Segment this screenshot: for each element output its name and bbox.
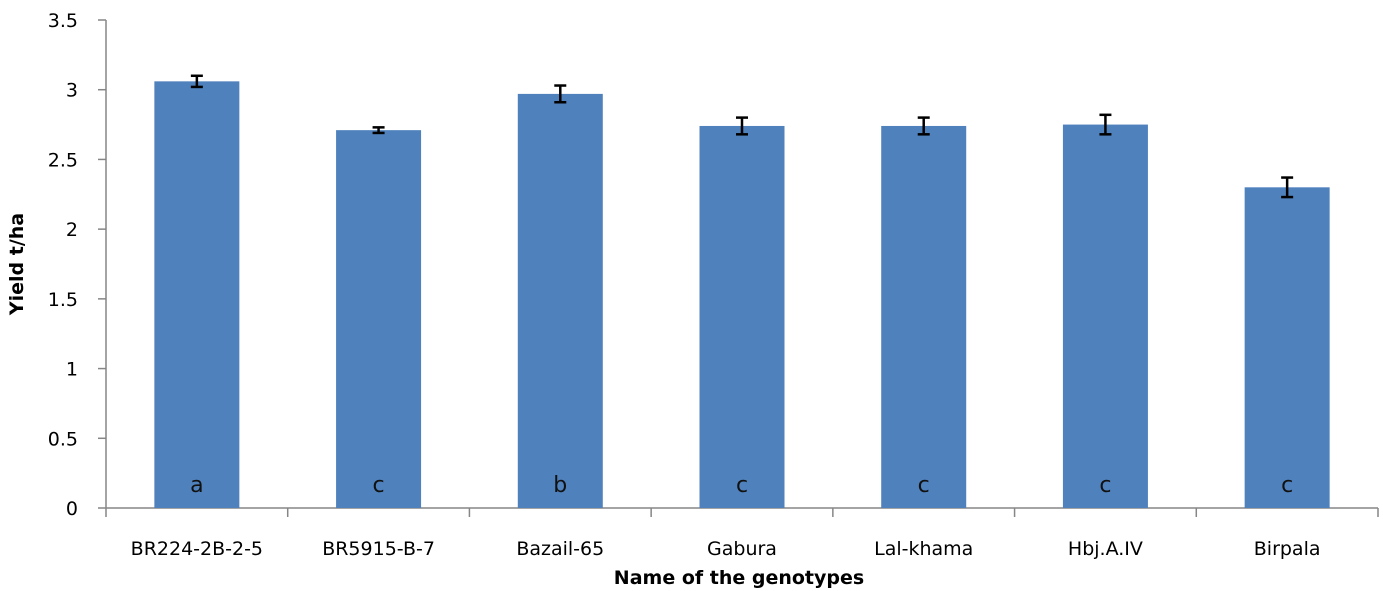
- y-tick-label: 1.5: [48, 289, 78, 311]
- error-bar: [1099, 113, 1112, 136]
- category-labels: BR224-2B-2-5 BR5915-B-7 Bazail-65 Gabura Lal…: [131, 538, 1321, 560]
- significance-letter: c: [1099, 473, 1111, 498]
- y-tick-label: 0.5: [48, 428, 78, 450]
- bar: [881, 125, 967, 509]
- y-tick-label: 3: [66, 80, 78, 102]
- category-label: Gabura: [707, 538, 777, 560]
- significance-letter: c: [373, 473, 385, 498]
- error-bars: [190, 74, 1294, 199]
- error-bar: [554, 84, 567, 104]
- bars: [154, 81, 1330, 509]
- error-bar: [917, 116, 930, 136]
- bar: [336, 130, 422, 509]
- category-label: Birpala: [1254, 538, 1321, 560]
- category-label: Bazail-65: [516, 538, 604, 560]
- category-label: BR224-2B-2-5: [131, 538, 263, 560]
- x-axis-title: Name of the genotypes: [614, 567, 864, 589]
- category-label: Hbj.A.IV: [1068, 538, 1143, 560]
- error-bar: [372, 126, 385, 135]
- y-tick-label: 2: [66, 219, 78, 241]
- bar: [517, 93, 603, 508]
- y-tick-label: 2.5: [48, 149, 78, 171]
- bar: [1062, 124, 1148, 509]
- bar: [699, 125, 785, 509]
- error-bar: [736, 116, 748, 136]
- error-bar: [1281, 176, 1294, 199]
- bar: [154, 81, 240, 508]
- significance-letter: a: [190, 473, 203, 498]
- significance-letter: b: [553, 473, 567, 498]
- significance-letter: c: [736, 473, 748, 498]
- y-tick-label: 1: [66, 359, 78, 381]
- significance-letter: c: [918, 473, 930, 498]
- y-axis-title: Yield t/ha: [6, 213, 28, 316]
- significance-letter: c: [1281, 473, 1293, 498]
- y-tick-label: 0: [66, 498, 78, 520]
- category-label: Lal-khama: [874, 538, 973, 560]
- category-label: BR5915-B-7: [322, 538, 435, 560]
- y-axis-ticks: 0 0.5 1 1.5 2 2.5 3 3.5: [48, 10, 106, 520]
- y-tick-label: 3.5: [48, 10, 78, 32]
- bar: [1244, 187, 1330, 509]
- error-bar: [190, 74, 203, 89]
- x-axis-ticks: [105, 508, 1379, 517]
